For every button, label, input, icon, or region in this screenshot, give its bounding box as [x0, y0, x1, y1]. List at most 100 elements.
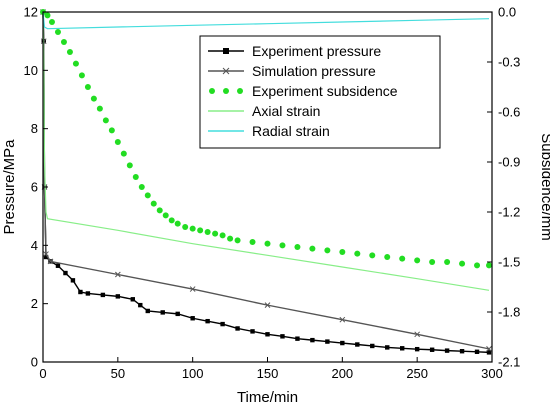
- data-point: [384, 254, 391, 260]
- y-right-tick-label: -0.9: [498, 155, 520, 170]
- data-point: [115, 294, 121, 299]
- x-tick-label: 100: [182, 366, 204, 381]
- data-point: [370, 343, 375, 349]
- data-point: [400, 346, 405, 351]
- data-point: [162, 212, 169, 219]
- data-point: [309, 245, 316, 252]
- data-point: [48, 19, 55, 25]
- data-point: [78, 72, 85, 79]
- data-point: [120, 150, 127, 157]
- y-left-tick-label: 8: [31, 121, 38, 136]
- data-point: [249, 239, 256, 245]
- data-point: [339, 249, 346, 255]
- legend-marker: [209, 88, 215, 94]
- x-tick-label: 0: [39, 366, 46, 381]
- data-point: [54, 29, 61, 35]
- data-point: [310, 337, 315, 343]
- data-point: [70, 278, 76, 283]
- data-point: [295, 336, 300, 341]
- series-radial-strain: [42, 11, 490, 30]
- y-right-tick-label: -0.3: [498, 55, 520, 70]
- data-point: [234, 237, 241, 244]
- y-right-tick-label: -1.8: [498, 305, 520, 320]
- legend-marker: [237, 88, 243, 94]
- legend-marker: [222, 67, 230, 75]
- data-point: [250, 329, 255, 334]
- data-point: [340, 340, 345, 346]
- data-point: [43, 251, 49, 257]
- data-point: [66, 49, 73, 55]
- data-point: [100, 292, 106, 298]
- data-point: [63, 270, 68, 276]
- y-right-tick-label: -1.2: [498, 205, 520, 220]
- x-tick-label: 300: [481, 366, 503, 381]
- data-point: [294, 244, 301, 250]
- data-point: [44, 12, 51, 19]
- data-point: [219, 232, 226, 239]
- data-point: [474, 262, 481, 269]
- series-experiment-pressure: [40, 9, 492, 355]
- data-point: [78, 289, 83, 295]
- data-point: [190, 316, 195, 321]
- data-point: [220, 321, 225, 327]
- legend-entry: Experiment subsidence: [209, 83, 398, 99]
- data-point: [324, 247, 331, 254]
- data-point: [197, 227, 204, 234]
- data-point: [355, 342, 360, 347]
- legend-entry: Simulation pressure: [208, 63, 376, 79]
- data-point: [182, 224, 189, 230]
- data-point: [369, 252, 376, 259]
- x-tick-label: 150: [257, 366, 279, 381]
- data-point: [204, 229, 211, 235]
- legend-label: Axial strain: [252, 103, 320, 119]
- data-point: [227, 235, 234, 242]
- data-point: [114, 271, 121, 278]
- x-tick-label: 250: [406, 366, 428, 381]
- legend-label: Radial strain: [252, 123, 330, 139]
- legend-label: Experiment pressure: [252, 43, 381, 59]
- data-point: [486, 262, 493, 269]
- data-point: [156, 207, 163, 214]
- data-point: [102, 117, 109, 124]
- data-point: [126, 162, 133, 169]
- x-tick-label: 200: [331, 366, 353, 381]
- y-right-axis-title: Subsidence/mm: [538, 133, 550, 241]
- data-point: [150, 200, 157, 207]
- data-point: [399, 255, 406, 262]
- y-left-tick-label: 10: [24, 63, 38, 78]
- data-point: [132, 174, 139, 180]
- data-point: [189, 286, 196, 292]
- data-point: [168, 217, 175, 224]
- y-left-axis-title: Pressure/MPa: [1, 139, 18, 235]
- data-point: [55, 263, 61, 268]
- data-point: [43, 254, 49, 260]
- y-right-tick-label: 0.0: [498, 5, 516, 20]
- data-point: [444, 259, 451, 265]
- data-point: [486, 350, 492, 355]
- legend-marker: [223, 88, 229, 94]
- legend: Experiment pressure Simulation pressure Ex…: [199, 35, 441, 149]
- y-right-tick-label: -2.1: [498, 355, 520, 370]
- data-point: [189, 225, 196, 232]
- data-point: [444, 348, 450, 353]
- y-right-tick-label: -1.5: [498, 255, 520, 270]
- data-point: [114, 139, 121, 145]
- legend-marker: [223, 48, 229, 54]
- data-point: [264, 240, 271, 247]
- data-point: [414, 257, 421, 264]
- data-point: [414, 331, 421, 338]
- data-point: [212, 230, 219, 237]
- x-tick-label: 50: [111, 366, 125, 381]
- data-point: [47, 258, 54, 265]
- y-left-tick-label: 2: [31, 296, 38, 311]
- data-point: [138, 184, 145, 190]
- data-point: [72, 60, 79, 67]
- y-left-tick-label: 6: [31, 180, 38, 195]
- data-point: [429, 347, 435, 352]
- data-point: [474, 349, 480, 354]
- data-point: [385, 345, 390, 350]
- data-point: [60, 39, 67, 45]
- data-point: [205, 318, 210, 324]
- data-point: [264, 302, 271, 308]
